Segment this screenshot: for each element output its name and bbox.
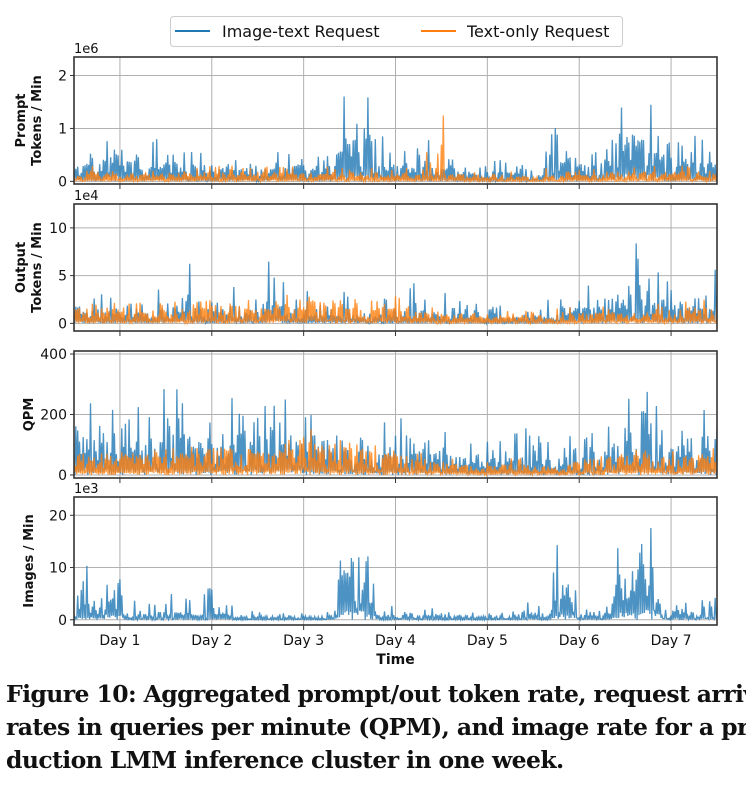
panel-4: 0 10 20 Day 1 Day 2 Day 3 Day 4 Day 5 Day 6 Day 7… <box>22 482 718 668</box>
series-group <box>74 243 717 326</box>
x-tick-label: Day 2 <box>191 633 232 649</box>
y-tick-label: 5 <box>58 269 67 285</box>
y-axis-label: Tokens / Min <box>30 75 45 166</box>
y-axis-label: QPM <box>22 398 37 432</box>
x-tick-label: Day 6 <box>559 633 600 649</box>
series-group <box>74 96 717 184</box>
y-tick-label: 0 <box>58 468 67 484</box>
y-tick-label: 0 <box>58 316 67 332</box>
legend-label-image-text: Image-text Request <box>222 22 380 41</box>
x-tick-label: Day 7 <box>651 633 692 649</box>
axis-offset-label: 1e3 <box>74 482 99 497</box>
y-tick-label: 10 <box>49 221 67 237</box>
series-line-image-text-request <box>74 527 717 623</box>
x-tick-label: Day 5 <box>467 633 508 649</box>
y-tick-label: 400 <box>40 347 67 363</box>
caption-line-1: Figure 10: Aggregated prompt/out token r… <box>6 680 746 708</box>
panel-1: 0 1 2 1e6 Prompt Tokens / Min <box>14 42 718 190</box>
caption-line-2: rates in queries per minute (QPM), and i… <box>6 713 746 741</box>
y-tick-label: 0 <box>58 613 67 629</box>
y-tick-label: 200 <box>40 408 67 424</box>
panel-3: 0 200 400 QPM <box>22 347 718 484</box>
y-axis-label: Prompt <box>14 94 29 148</box>
figure: Image-text Request Text-only Request 0 1 2… <box>14 16 718 668</box>
x-tick-label: Day 4 <box>375 633 416 649</box>
axis-offset-label: 1e6 <box>74 42 99 57</box>
series-line-text-only-request <box>74 294 717 326</box>
legend: Image-text Request Text-only Request <box>170 16 623 47</box>
y-tick-label: 20 <box>49 508 67 524</box>
legend-label-text-only: Text-only Request <box>466 22 609 41</box>
series-group <box>74 527 717 623</box>
figure-caption: Figure 10: Aggregated prompt/out token r… <box>6 678 746 777</box>
x-tick-label: Day 3 <box>283 633 324 649</box>
x-tick-label: Day 1 <box>99 633 140 649</box>
legend-frame <box>170 16 623 47</box>
series-line-text-only-request <box>74 115 717 184</box>
y-tick-label: 0 <box>58 174 67 190</box>
y-axis-label: Output <box>14 242 29 293</box>
y-tick-label: 2 <box>58 69 67 85</box>
series-line-text-only-request <box>74 429 717 478</box>
series-group <box>74 389 717 478</box>
axis-offset-label: 1e4 <box>74 189 99 204</box>
caption-line-3: duction LMM inference cluster in one wee… <box>6 746 564 774</box>
y-tick-label: 1 <box>58 121 67 137</box>
panel-2: 0 5 10 1e4 Output Tokens / Min <box>14 189 718 336</box>
y-tick-label: 10 <box>49 561 67 577</box>
y-axis-label: Tokens / Min <box>30 222 45 313</box>
y-axis-label: Images / Min <box>22 514 37 607</box>
x-axis-label: Time <box>376 652 414 668</box>
